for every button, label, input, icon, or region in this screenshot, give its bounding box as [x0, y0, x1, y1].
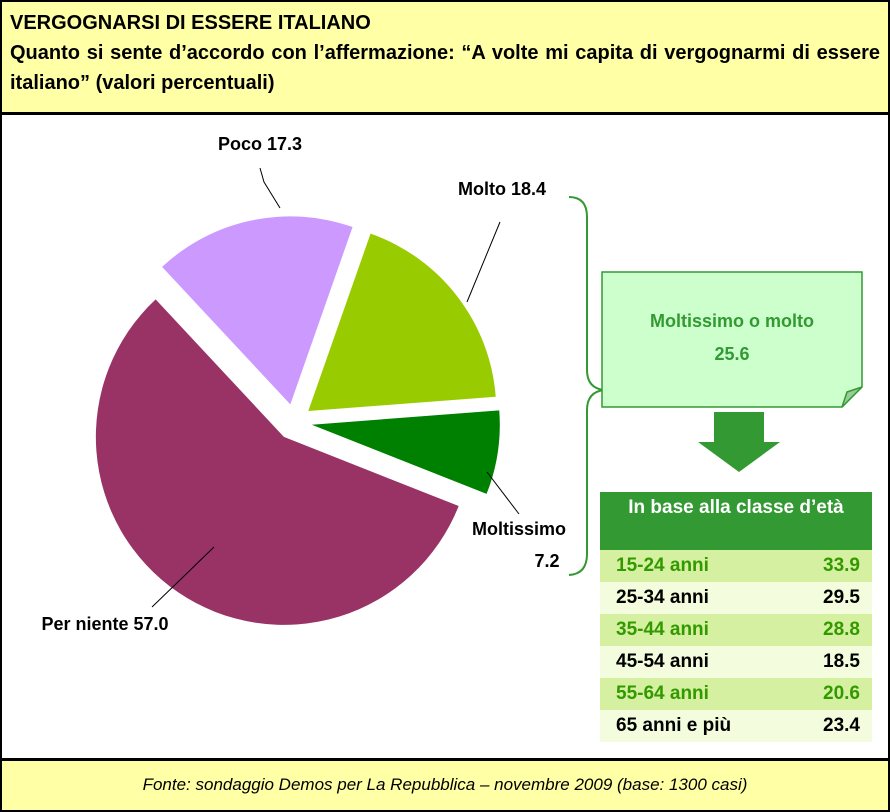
header: VERGOGNARSI DI ESSERE ITALIANO Quanto si…	[2, 2, 888, 115]
table-label: 65 anni e più	[616, 715, 732, 736]
slice-category: Per niente	[41, 614, 128, 634]
leader-line	[259, 167, 281, 209]
pie: Poco 17.3 Molto 18.4 Moltissimo 7.2 Per nien…	[41, 134, 566, 634]
slice-category: Molto	[458, 179, 506, 199]
slice-label: Per niente 57.0	[41, 614, 168, 634]
table-label: 55-64 anni	[616, 683, 709, 704]
title: VERGOGNARSI DI ESSERE ITALIANO	[10, 12, 371, 34]
table-label: 25-34 anni	[616, 587, 709, 608]
arrow	[698, 412, 780, 472]
table-row: 35-44 anni 28.8	[600, 614, 872, 646]
table-row: 65 anni e più 23.4	[600, 710, 872, 742]
table-value: 23.4	[823, 715, 860, 736]
slice-label: Moltissimo	[472, 519, 566, 539]
callout-box	[601, 271, 863, 408]
brace	[568, 196, 605, 576]
slice-value: 18.4	[511, 179, 546, 199]
leader-line	[466, 221, 501, 303]
table-label: 15-24 anni	[616, 555, 709, 576]
callout-fold	[841, 386, 863, 408]
slice-category: Poco	[218, 134, 262, 154]
table-value: 28.8	[823, 619, 860, 640]
callout-label: Moltissimo o molto	[650, 311, 814, 331]
pie-slice	[308, 233, 496, 412]
table-title: In base alla classe d’età	[600, 492, 872, 550]
table-value: 20.6	[823, 683, 860, 704]
table-row: 45-54 anni 18.5	[600, 646, 872, 678]
slice-value: 17.3	[267, 134, 302, 154]
table-row: 15-24 anni 33.9	[600, 550, 872, 582]
slice-value: 7.2	[534, 551, 559, 571]
slice-label: 7.2	[534, 551, 559, 571]
slice-category: Moltissimo	[472, 519, 566, 539]
table-row: 55-64 anni 20.6	[600, 678, 872, 710]
pie-slice	[162, 216, 353, 405]
subtitle: Quanto si sente d’accordo con l’affermaz…	[10, 42, 880, 94]
table-value: 18.5	[823, 651, 860, 672]
pie-slice	[95, 299, 459, 625]
table: In base alla classe d’età 15-24 anni 33.9…	[600, 492, 872, 742]
callout-value: 25.6	[714, 344, 749, 364]
table-label: 45-54 anni	[616, 651, 709, 672]
table-row: 25-34 anni 29.5	[600, 582, 872, 614]
table-value: 33.9	[823, 555, 860, 576]
table-label: 35-44 anni	[616, 619, 709, 640]
slice-label: Molto 18.4	[458, 179, 546, 199]
leader-line	[151, 546, 215, 608]
slice-label: Poco 17.3	[218, 134, 302, 154]
slice-value: 57.0	[134, 614, 169, 634]
leader-line	[486, 471, 520, 515]
source: Fonte: sondaggio Demos per La Repubblica…	[2, 758, 888, 810]
table-value: 29.5	[823, 587, 860, 608]
pie-slice	[311, 410, 500, 494]
